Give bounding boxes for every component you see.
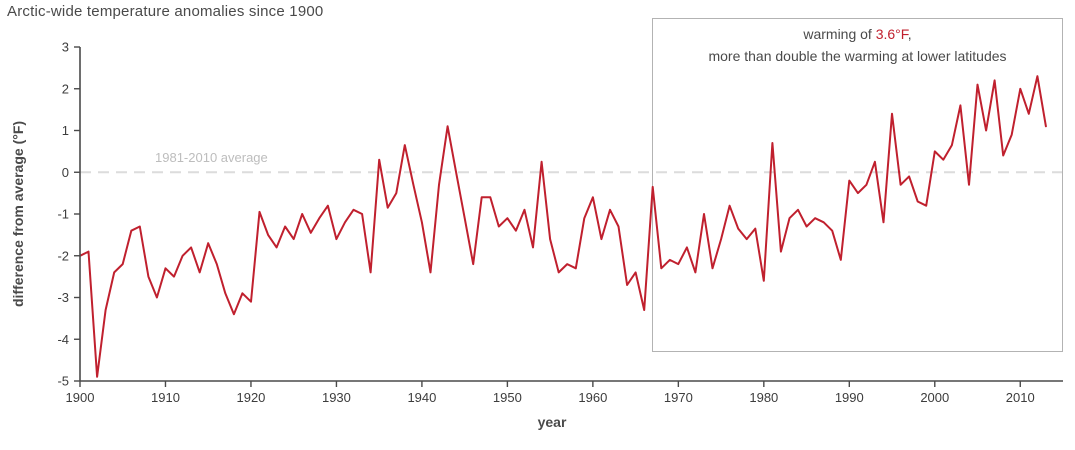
y-tick-label: -5 (57, 374, 69, 389)
annotation-line2: more than double the warming at lower la… (708, 47, 1007, 64)
y-tick-label: -2 (57, 248, 69, 263)
y-tick-label: 0 (62, 165, 69, 180)
temperature-anomaly-line (79, 75, 1047, 378)
x-tick-label: 2000 (920, 390, 949, 405)
x-axis-label: year (537, 414, 567, 430)
chart-title: Arctic-wide temperature anomalies since … (7, 3, 324, 20)
x-tick-label: 1970 (664, 390, 693, 405)
y-tick-label: 3 (62, 40, 69, 55)
x-tick-label: 1980 (749, 390, 778, 405)
annotation-box (652, 18, 1063, 352)
x-tick-label: 1950 (493, 390, 522, 405)
x-tick-label: 1940 (407, 390, 436, 405)
x-tick-label: 1930 (322, 390, 351, 405)
x-tick-label: 1900 (66, 390, 95, 405)
x-tick-label: 1960 (578, 390, 607, 405)
x-tick-label: 1910 (151, 390, 180, 405)
y-tick-label: -1 (57, 207, 69, 222)
y-tick-label: -3 (57, 290, 69, 305)
x-tick-label: 2010 (1006, 390, 1035, 405)
y-tick-label: 1 (62, 123, 69, 138)
annotation-highlight-value: 3.6°F (875, 26, 908, 42)
annotation-line1-prefix: warming of (803, 26, 876, 42)
x-tick-label: 1990 (835, 390, 864, 405)
y-tick-label: 2 (62, 81, 69, 96)
baseline-label: 1981-2010 average (155, 150, 268, 165)
x-tick-label: 1920 (236, 390, 265, 405)
annotation-line1-suffix: , (907, 26, 912, 42)
y-axis-label: difference from average (°F) (10, 120, 26, 308)
annotation-text: warming of 3.6°F, more than double the w… (652, 24, 1063, 67)
y-tick-label: -4 (57, 332, 69, 347)
